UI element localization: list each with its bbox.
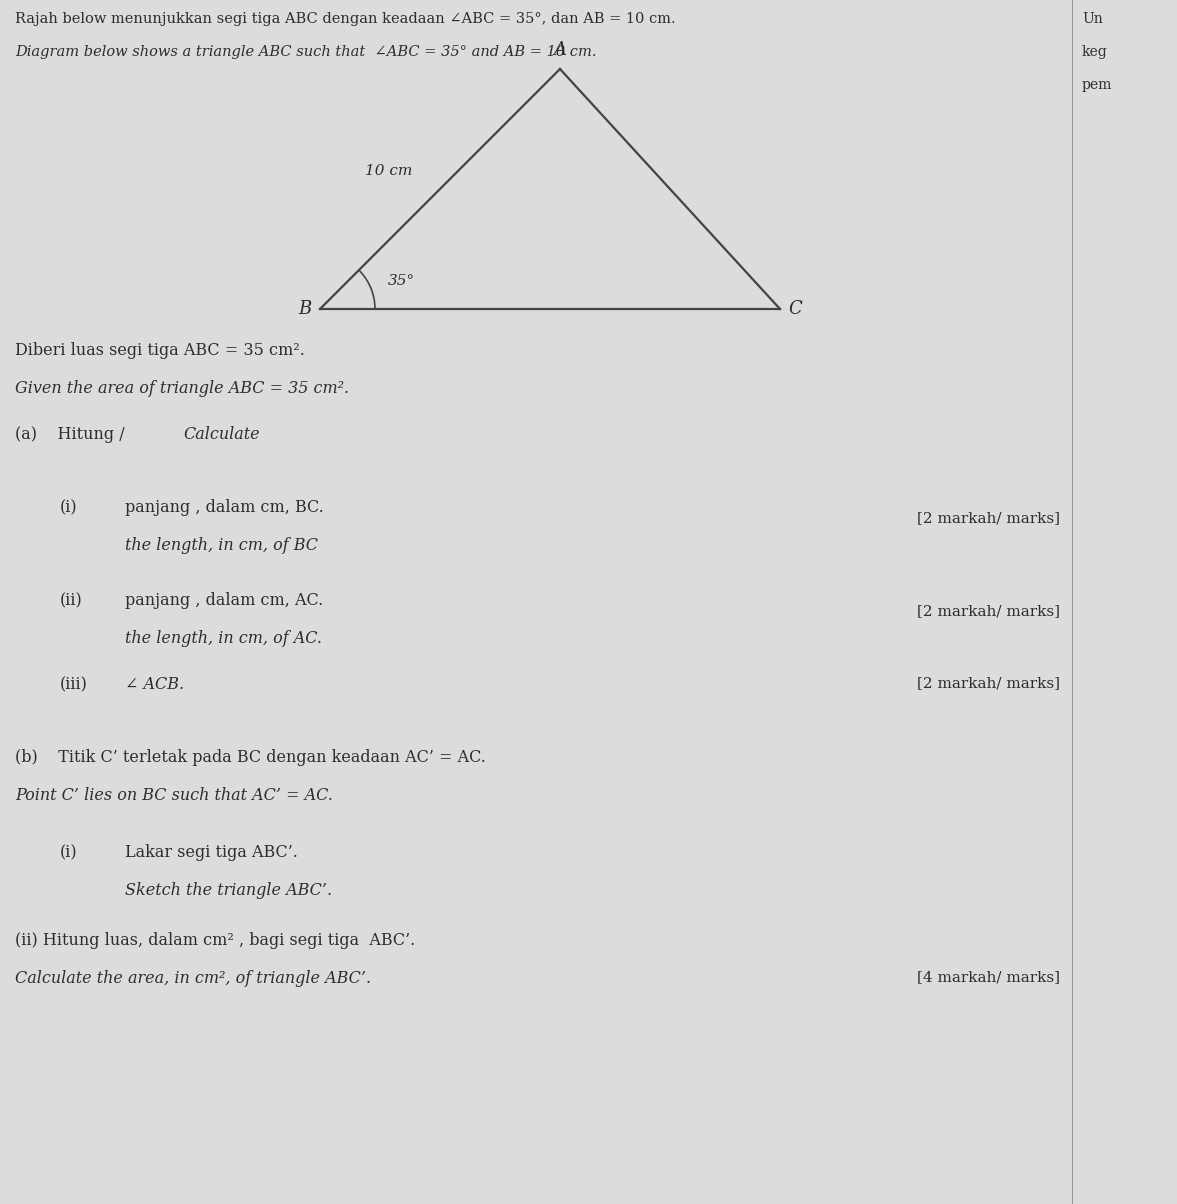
Text: [4 markah/ marks]: [4 markah/ marks] [917, 970, 1060, 984]
Text: (a)    Hitung /: (a) Hitung / [15, 426, 129, 443]
Text: Given the area of triangle ABC = 35 cm².: Given the area of triangle ABC = 35 cm². [15, 380, 350, 397]
Text: B: B [299, 300, 312, 318]
Text: the length, in cm, of BC: the length, in cm, of BC [125, 537, 318, 554]
Text: panjang , dalam cm, BC.: panjang , dalam cm, BC. [125, 498, 324, 517]
Text: Calculate: Calculate [182, 426, 260, 443]
Text: Rajah below menunjukkan segi tiga ABC dengan keadaan ∠ABC = 35°, dan AB = 10 cm.: Rajah below menunjukkan segi tiga ABC de… [15, 12, 676, 26]
Text: Diberi luas segi tiga ABC = 35 cm².: Diberi luas segi tiga ABC = 35 cm². [15, 342, 305, 359]
Text: panjang , dalam cm, AC.: panjang , dalam cm, AC. [125, 592, 324, 609]
Text: 35°: 35° [388, 275, 415, 288]
Text: keg: keg [1082, 45, 1108, 59]
Text: [2 markah/ marks]: [2 markah/ marks] [917, 510, 1060, 525]
Text: Lakar segi tiga ABC’.: Lakar segi tiga ABC’. [125, 844, 298, 861]
Text: 10 cm: 10 cm [365, 164, 412, 178]
Text: C: C [787, 300, 802, 318]
Text: [2 markah/ marks]: [2 markah/ marks] [917, 604, 1060, 618]
Text: (ii) Hitung luas, dalam cm² , bagi segi tiga  ABC’.: (ii) Hitung luas, dalam cm² , bagi segi … [15, 932, 415, 949]
Text: pem: pem [1082, 78, 1112, 92]
Text: Diagram below shows a triangle ABC such that  ∠ABC = 35° and AB = 10 cm.: Diagram below shows a triangle ABC such … [15, 45, 597, 59]
Text: Sketch the triangle ABC’.: Sketch the triangle ABC’. [125, 883, 332, 899]
Text: (i): (i) [60, 498, 78, 517]
Text: (ii): (ii) [60, 592, 82, 609]
Text: Calculate the area, in cm², of triangle ABC’.: Calculate the area, in cm², of triangle … [15, 970, 371, 987]
Text: ∠ ACB.: ∠ ACB. [125, 675, 184, 694]
Text: Point C’ lies on BC such that AC’ = AC.: Point C’ lies on BC such that AC’ = AC. [15, 787, 333, 804]
Text: the length, in cm, of AC.: the length, in cm, of AC. [125, 630, 322, 647]
Text: A: A [553, 41, 566, 59]
Text: (iii): (iii) [60, 675, 88, 694]
Text: (b)    Titik C’ terletak pada BC dengan keadaan AC’ = AC.: (b) Titik C’ terletak pada BC dengan kea… [15, 749, 486, 766]
Text: Un: Un [1082, 12, 1103, 26]
Text: (i): (i) [60, 844, 78, 861]
Text: [2 markah/ marks]: [2 markah/ marks] [917, 675, 1060, 690]
